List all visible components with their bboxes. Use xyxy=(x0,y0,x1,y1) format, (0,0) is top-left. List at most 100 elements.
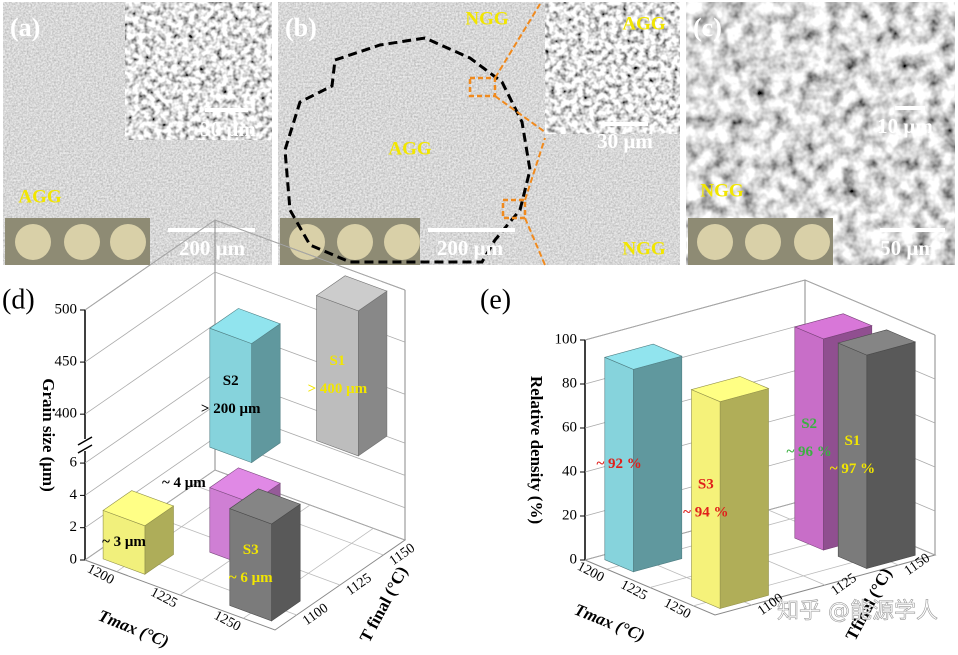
y-tick-label: 80 xyxy=(562,375,577,391)
bar-annotation: ~ 3 μm xyxy=(102,534,146,550)
x-axis-title: Tmax (°C) xyxy=(96,606,172,651)
scale-label: 30 μm xyxy=(200,117,256,141)
x-tick-label: 1225 xyxy=(148,585,180,611)
bar-front xyxy=(837,342,868,569)
grid-line xyxy=(584,279,936,341)
x-axis-title: Tmax (°C) xyxy=(572,600,648,645)
z-tick-label: 1125 xyxy=(344,571,375,599)
scale-label: 10 μm xyxy=(877,114,933,138)
y-tick-label: 20 xyxy=(562,507,577,523)
z-tick-label: 1150 xyxy=(387,541,418,569)
x-tick-label: 1200 xyxy=(85,562,117,588)
bar-side xyxy=(719,388,769,609)
bar-name: S1 xyxy=(845,433,861,449)
bar-side xyxy=(271,503,301,622)
bar-front xyxy=(794,326,824,551)
y-tick-label: 4 xyxy=(70,487,78,503)
x-tick-label: 1250 xyxy=(661,596,693,622)
z-tick-label: 1125 xyxy=(829,571,860,599)
pellet xyxy=(384,224,420,260)
bar-front xyxy=(316,295,359,457)
panel-label: (c) xyxy=(693,13,722,42)
region-label: AGG xyxy=(622,13,666,34)
bar-annotation: ~ 4 μm xyxy=(162,475,206,491)
y-axis-title: Relative density (%) xyxy=(527,376,546,524)
bar-top xyxy=(603,343,683,370)
scale-label: 200 μm xyxy=(179,236,246,260)
bar-name: S2 xyxy=(801,416,817,432)
scale-label: 50 μm xyxy=(880,236,936,260)
bar-side xyxy=(251,323,281,464)
y-tick-label: 6 xyxy=(70,455,78,471)
bar-top xyxy=(229,488,301,525)
y-tick-label: 0 xyxy=(70,551,78,567)
watermark: 知乎 @能源学人 xyxy=(777,599,938,624)
bar-top xyxy=(102,490,175,527)
region-label: AGG xyxy=(18,186,62,207)
bar-top xyxy=(837,329,917,356)
y-tick-label: 450 xyxy=(55,354,78,370)
y-tick-label: 40 xyxy=(562,463,577,479)
pellet xyxy=(15,224,51,260)
bar-annotation: ~ 6 μm xyxy=(229,570,273,586)
inset-micrograph xyxy=(545,134,680,265)
bar-annotation: ~ 92 % xyxy=(596,456,641,472)
x-tick-label: 1250 xyxy=(211,608,243,634)
pellet xyxy=(110,224,146,260)
x-tick-label: 1200 xyxy=(575,559,607,585)
panel-label: (b) xyxy=(285,13,317,42)
z-tick-label: 1100 xyxy=(300,601,331,629)
panel-b: (b) NGG AGG AGG 30 μm 200 μm NGG xyxy=(278,2,680,266)
bar-front xyxy=(229,508,272,622)
scale-label: 200 μm xyxy=(437,236,504,260)
bar-name: S3 xyxy=(698,476,714,492)
bar-top xyxy=(690,376,770,403)
x-tick-label: 1225 xyxy=(618,577,650,603)
pellet xyxy=(337,224,373,260)
bar-annotation: ~ 96 % xyxy=(786,444,831,460)
axis-break-gap xyxy=(81,439,89,451)
axis-break xyxy=(77,444,93,454)
y-tick-label: 400 xyxy=(55,406,78,422)
y-tick-label: 60 xyxy=(562,419,577,435)
axis-break xyxy=(77,436,93,446)
bar-annotation: > 200 μm xyxy=(201,401,261,417)
bar-top xyxy=(793,313,873,340)
region-label: NGG xyxy=(622,238,666,259)
bar-name: S1 xyxy=(329,353,345,369)
bar-annotation: ~ 97 % xyxy=(830,461,875,477)
bar-name: S3 xyxy=(243,542,259,558)
bar-annotation: ~ 94 % xyxy=(683,504,728,520)
zoom-box xyxy=(501,198,527,220)
bar-front xyxy=(209,327,252,464)
inset-micrograph xyxy=(125,2,272,140)
bar-name: S2 xyxy=(223,373,239,389)
pellet xyxy=(745,224,781,260)
scale-label: 30 μm xyxy=(597,129,653,153)
zoom-lines xyxy=(494,3,546,266)
agg-outline xyxy=(283,36,532,264)
bar-annotation: > 400 μm xyxy=(308,381,368,397)
panel-a: (a) 30 μm 200 μm AGG xyxy=(3,2,272,265)
bar-top xyxy=(315,275,388,312)
y-tick-label: 100 xyxy=(555,331,578,347)
y-tick-label: 500 xyxy=(55,301,78,317)
panel-label: (d) xyxy=(2,284,35,315)
bar-front xyxy=(691,389,721,609)
inset-micrograph xyxy=(805,2,955,140)
region-label: NGG xyxy=(465,8,509,29)
bar-side xyxy=(357,290,388,457)
panel-label: (a) xyxy=(10,13,40,42)
panel-c: (c) 10 μm NGG 50 μm xyxy=(686,2,955,265)
y-tick-label: 2 xyxy=(70,519,78,535)
pellet xyxy=(697,224,733,260)
inset-micrograph xyxy=(545,2,680,134)
pellet xyxy=(64,224,100,260)
bar-top xyxy=(209,308,281,344)
region-label: AGG xyxy=(388,138,432,159)
bar-side xyxy=(866,341,916,569)
grid-line xyxy=(84,219,406,311)
pellet xyxy=(794,224,830,260)
y-tick-label: 0 xyxy=(570,551,578,567)
